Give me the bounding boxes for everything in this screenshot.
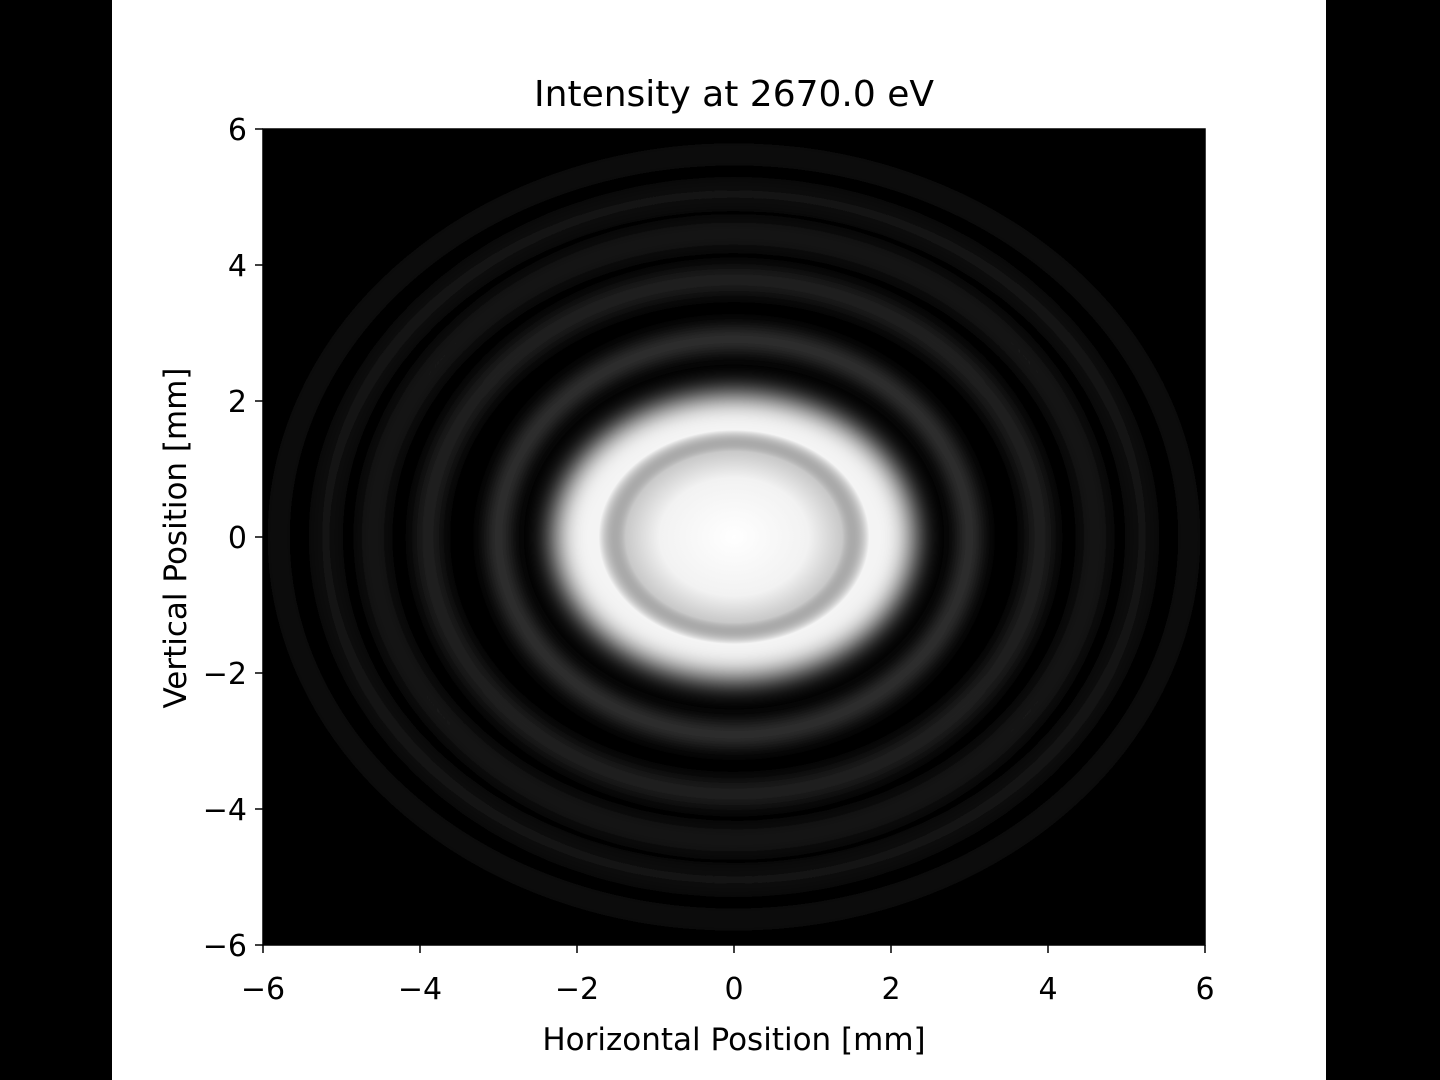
x-tick-label: −2 [555,972,599,1007]
diffraction-ring [361,222,1107,852]
y-tick-label: 0 [228,521,247,556]
central-spot-core [598,429,870,645]
plot-area [262,128,1206,946]
y-axis-label: Vertical Position [mm] [158,367,194,708]
x-tick-label: 6 [1195,972,1214,1007]
x-axis: −6 −4 −2 0 2 4 6 [241,945,1215,1007]
x-tick-label: −4 [398,972,442,1007]
y-tick-label: −4 [203,793,247,828]
x-axis-label: Horizontal Position [mm] [542,1022,925,1058]
x-tick-label: 4 [1038,972,1057,1007]
diffraction-ring [314,183,1154,891]
x-tick-label: 2 [881,972,900,1007]
chart-title: Intensity at 2670.0 eV [534,74,934,115]
diffraction-ring [416,268,1052,806]
y-tick-label: 2 [228,385,247,420]
diffraction-ring [487,328,981,746]
x-tick-label: −6 [241,972,285,1007]
y-tick-label: −6 [203,929,247,964]
x-tick-label: 0 [724,972,743,1007]
y-tick-label: −2 [203,657,247,692]
diffraction-ring [267,143,1201,931]
y-tick-label: 6 [228,113,247,148]
y-axis: −6 −4 −2 0 2 4 6 [203,113,263,964]
y-tick-label: 4 [228,249,247,284]
